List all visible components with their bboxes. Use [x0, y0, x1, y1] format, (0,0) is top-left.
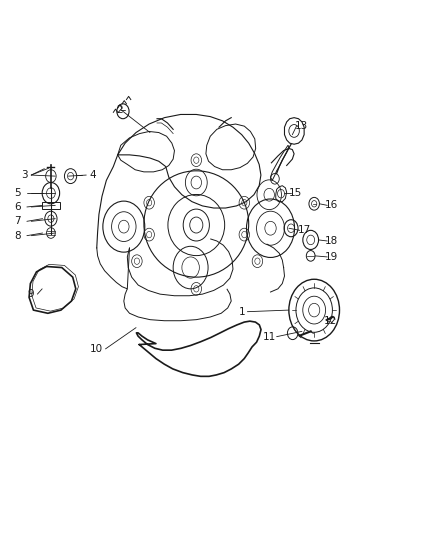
- Text: 15: 15: [289, 188, 302, 198]
- Text: 16: 16: [325, 200, 338, 211]
- Text: 7: 7: [14, 216, 21, 227]
- Text: 12: 12: [324, 316, 337, 326]
- Text: 19: 19: [325, 252, 338, 262]
- Text: 3: 3: [21, 169, 28, 180]
- Text: 9: 9: [27, 289, 34, 299]
- Text: 2: 2: [117, 104, 123, 115]
- Text: 18: 18: [325, 236, 338, 246]
- Text: 5: 5: [14, 188, 21, 198]
- Text: 8: 8: [14, 231, 21, 241]
- Text: 11: 11: [263, 332, 276, 342]
- Text: 6: 6: [14, 202, 21, 212]
- Text: 4: 4: [89, 169, 95, 180]
- Text: 1: 1: [239, 306, 245, 317]
- Text: 13: 13: [294, 120, 308, 131]
- Text: 10: 10: [89, 344, 102, 354]
- Text: 17: 17: [297, 225, 311, 236]
